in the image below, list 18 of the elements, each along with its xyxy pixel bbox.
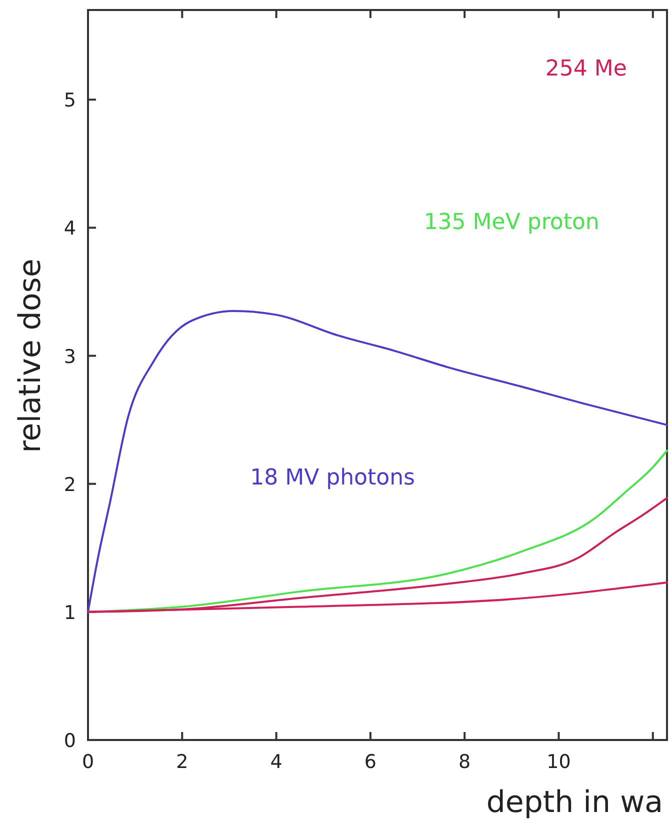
line-series bbox=[87, 310, 668, 613]
x-tick-label: 0 bbox=[82, 751, 94, 773]
x-tick-label: 8 bbox=[458, 751, 471, 773]
y-axis-title: relative dose bbox=[13, 258, 48, 453]
x-tick-label: 10 bbox=[546, 751, 571, 773]
x-tick-label: 4 bbox=[270, 751, 282, 773]
y-tick-label: 0 bbox=[64, 730, 76, 752]
text: 254 Me bbox=[545, 56, 627, 82]
y-tick-label: 4 bbox=[64, 218, 76, 240]
text: 135 MeV proton bbox=[424, 210, 600, 235]
text: 18 MV photons bbox=[250, 466, 415, 490]
y-tick-label: 5 bbox=[64, 90, 76, 112]
x-tick-label: 6 bbox=[364, 751, 376, 773]
y-tick-label: 3 bbox=[64, 346, 76, 368]
x-axis-title: depth in wa bbox=[486, 785, 663, 820]
y-tick-label: 2 bbox=[64, 474, 76, 496]
y-tick-label: 1 bbox=[64, 602, 76, 624]
x-tick-label: 2 bbox=[176, 751, 188, 773]
